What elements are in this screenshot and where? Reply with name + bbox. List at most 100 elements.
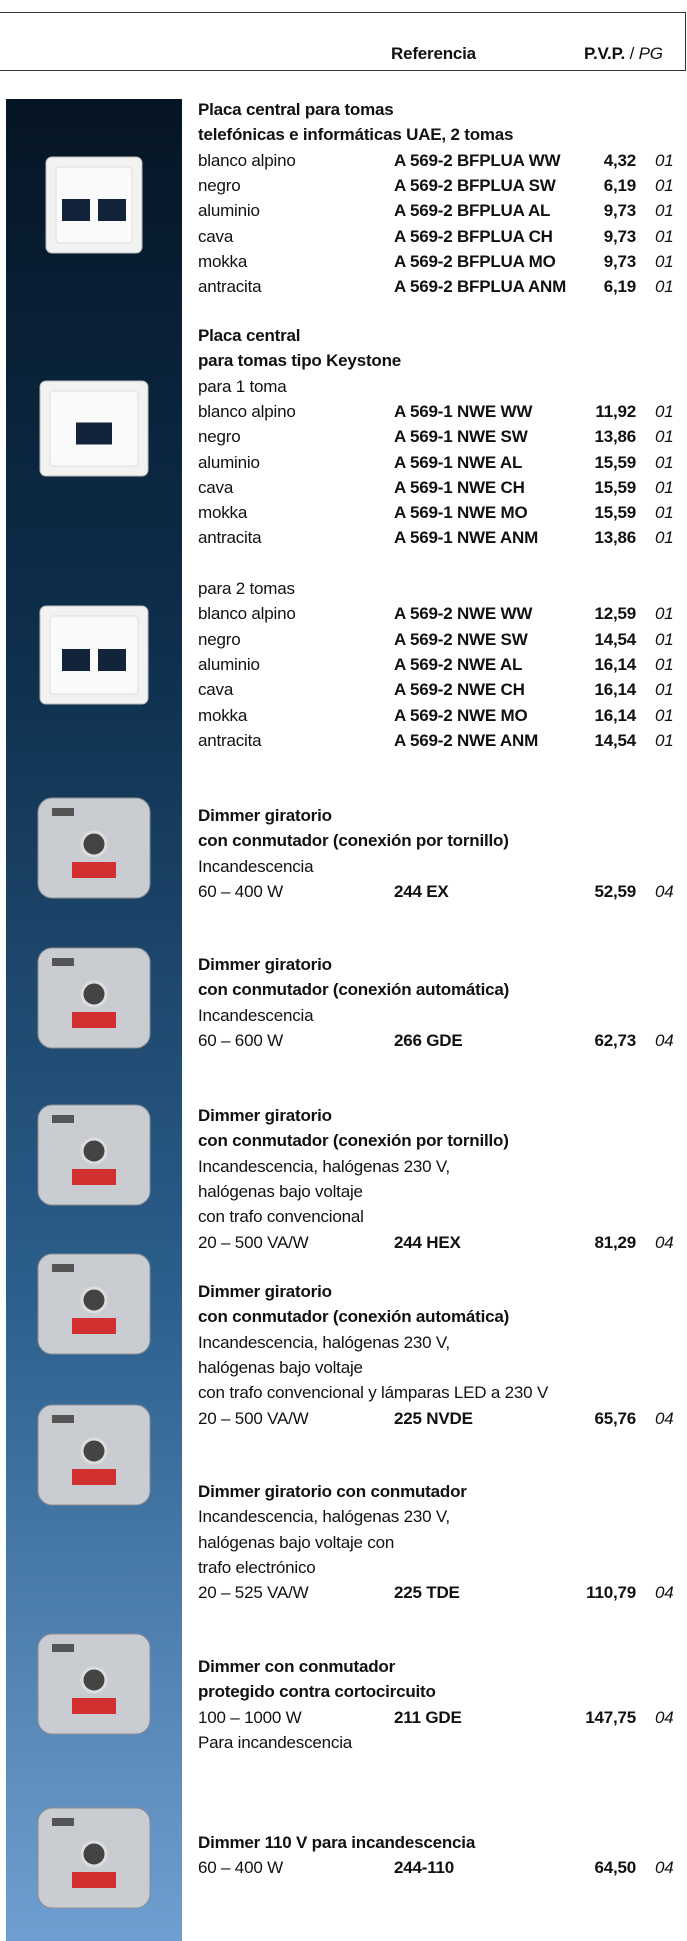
variant: cava bbox=[198, 680, 234, 700]
dimmer-label bbox=[52, 958, 74, 966]
variant: 60 – 400 W bbox=[198, 881, 283, 901]
variant: antracita bbox=[198, 277, 262, 297]
price: 13,86 bbox=[594, 528, 636, 548]
price-group: 01 bbox=[655, 150, 674, 170]
price: 16,14 bbox=[594, 654, 636, 674]
reference: A 569-1 NWE MO bbox=[394, 503, 528, 523]
reference: A 569-2 BFPLUA MO bbox=[394, 251, 556, 271]
variant: 100 – 1000 W bbox=[198, 1707, 302, 1727]
product-title: con conmutador (conexión automática) bbox=[198, 1307, 510, 1327]
port bbox=[76, 422, 112, 445]
price: 65,76 bbox=[594, 1408, 636, 1428]
dimmer-knob bbox=[80, 1137, 108, 1165]
reference: A 569-1 NWE AL bbox=[394, 452, 523, 472]
dimmer-knob bbox=[80, 1286, 108, 1314]
variant: 20 – 500 VA/W bbox=[198, 1232, 309, 1252]
product-title: Placa central bbox=[198, 326, 301, 345]
reference: A 569-1 NWE ANM bbox=[394, 528, 539, 548]
price-group: 04 bbox=[655, 1232, 674, 1252]
reference: A 569-2 NWE CH bbox=[394, 680, 525, 700]
product-title: Dimmer con conmutador bbox=[198, 1657, 395, 1676]
dimmer-knob bbox=[80, 1840, 108, 1868]
product-description: halógenas bajo voltaje bbox=[198, 1181, 363, 1201]
price-group: 04 bbox=[655, 1408, 674, 1428]
reference-label: Referencia bbox=[391, 44, 476, 63]
product-title: protegido contra cortocircuito bbox=[198, 1682, 436, 1702]
variant: antracita bbox=[198, 730, 262, 750]
product-title: para tomas tipo Keystone bbox=[198, 351, 402, 371]
product-title: telefónicas e informáticas UAE, 2 tomas bbox=[198, 125, 514, 145]
reference: A 569-2 NWE MO bbox=[394, 705, 528, 725]
dimmer-label bbox=[52, 1644, 74, 1652]
product-description: halógenas bajo voltaje con bbox=[198, 1532, 395, 1552]
reference: A 569-1 NWE SW bbox=[394, 427, 528, 447]
price: 81,29 bbox=[594, 1232, 636, 1252]
reference: 244-110 bbox=[394, 1858, 455, 1878]
reference: A 569-2 BFPLUA AL bbox=[394, 201, 551, 221]
price: 6,19 bbox=[603, 175, 636, 195]
price: 11,92 bbox=[595, 401, 636, 421]
product-description: trafo electrónico bbox=[198, 1557, 316, 1577]
product-note: Para incandescencia bbox=[198, 1732, 353, 1752]
dimmer-label bbox=[52, 1115, 74, 1123]
dimmer-terminal bbox=[72, 1469, 116, 1485]
dimmer-label bbox=[52, 808, 74, 816]
price: 147,75 bbox=[585, 1707, 636, 1727]
price: 9,73 bbox=[603, 251, 636, 271]
price: 15,59 bbox=[594, 452, 636, 472]
price-group: 01 bbox=[655, 629, 674, 649]
price: 15,59 bbox=[594, 477, 636, 497]
product-description: halógenas bajo voltaje bbox=[198, 1357, 363, 1377]
reference: 225 NVDE bbox=[394, 1408, 473, 1428]
variant: 20 – 525 VA/W bbox=[198, 1583, 309, 1603]
dimmer-knob bbox=[80, 1437, 108, 1465]
reference: A 569-2 BFPLUA SW bbox=[394, 175, 556, 195]
dimmer-label bbox=[52, 1264, 74, 1272]
variant: blanco alpino bbox=[198, 604, 296, 624]
product-title: Dimmer giratorio bbox=[198, 806, 332, 825]
reference: 244 EX bbox=[394, 881, 449, 901]
price: 16,14 bbox=[594, 680, 636, 700]
product-title: Dimmer giratorio bbox=[198, 1282, 332, 1301]
product-title: Placa central para tomas bbox=[198, 100, 394, 119]
price: 16,14 bbox=[594, 705, 636, 725]
price-group: 04 bbox=[655, 1583, 674, 1603]
price: 6,19 bbox=[603, 277, 636, 297]
variant: mokka bbox=[198, 705, 248, 725]
price-group: 01 bbox=[655, 201, 674, 221]
product-title: Dimmer 110 V para incandescencia bbox=[198, 1833, 476, 1852]
price-label: P.V.P. bbox=[584, 44, 626, 63]
reference: 211 GDE bbox=[394, 1707, 462, 1727]
pg-label: PG bbox=[638, 44, 663, 63]
product-description: con trafo convencional y lámparas LED a … bbox=[198, 1383, 549, 1403]
reference: A 569-2 BFPLUA ANM bbox=[394, 277, 567, 297]
reference: A 569-2 BFPLUA CH bbox=[394, 226, 553, 246]
product-title: Dimmer giratorio con conmutador bbox=[198, 1482, 467, 1501]
price: 9,73 bbox=[603, 226, 636, 246]
variant: 20 – 500 VA/W bbox=[198, 1408, 309, 1428]
price-group: 01 bbox=[655, 427, 674, 447]
reference: A 569-2 BFPLUA WW bbox=[394, 150, 561, 170]
price-group: 01 bbox=[655, 503, 674, 523]
price-group: 04 bbox=[655, 1858, 674, 1878]
price-group: 01 bbox=[655, 226, 674, 246]
variant: aluminio bbox=[198, 201, 260, 221]
variant: mokka bbox=[198, 503, 248, 523]
port bbox=[62, 199, 90, 221]
variant: negro bbox=[198, 427, 241, 447]
price-group: 01 bbox=[655, 654, 674, 674]
reference: A 569-1 NWE CH bbox=[394, 477, 525, 497]
variant: aluminio bbox=[198, 452, 260, 472]
price: 64,50 bbox=[594, 1858, 636, 1878]
price: 14,54 bbox=[594, 629, 636, 649]
price-group: 01 bbox=[655, 251, 674, 271]
price-group: 01 bbox=[655, 528, 674, 548]
price-group: 01 bbox=[655, 401, 674, 421]
variant: cava bbox=[198, 226, 234, 246]
variant: 60 – 400 W bbox=[198, 1858, 283, 1878]
plate-inner bbox=[49, 615, 139, 695]
product-title: con conmutador (conexión por tornillo) bbox=[198, 831, 509, 851]
variant: negro bbox=[198, 629, 241, 649]
